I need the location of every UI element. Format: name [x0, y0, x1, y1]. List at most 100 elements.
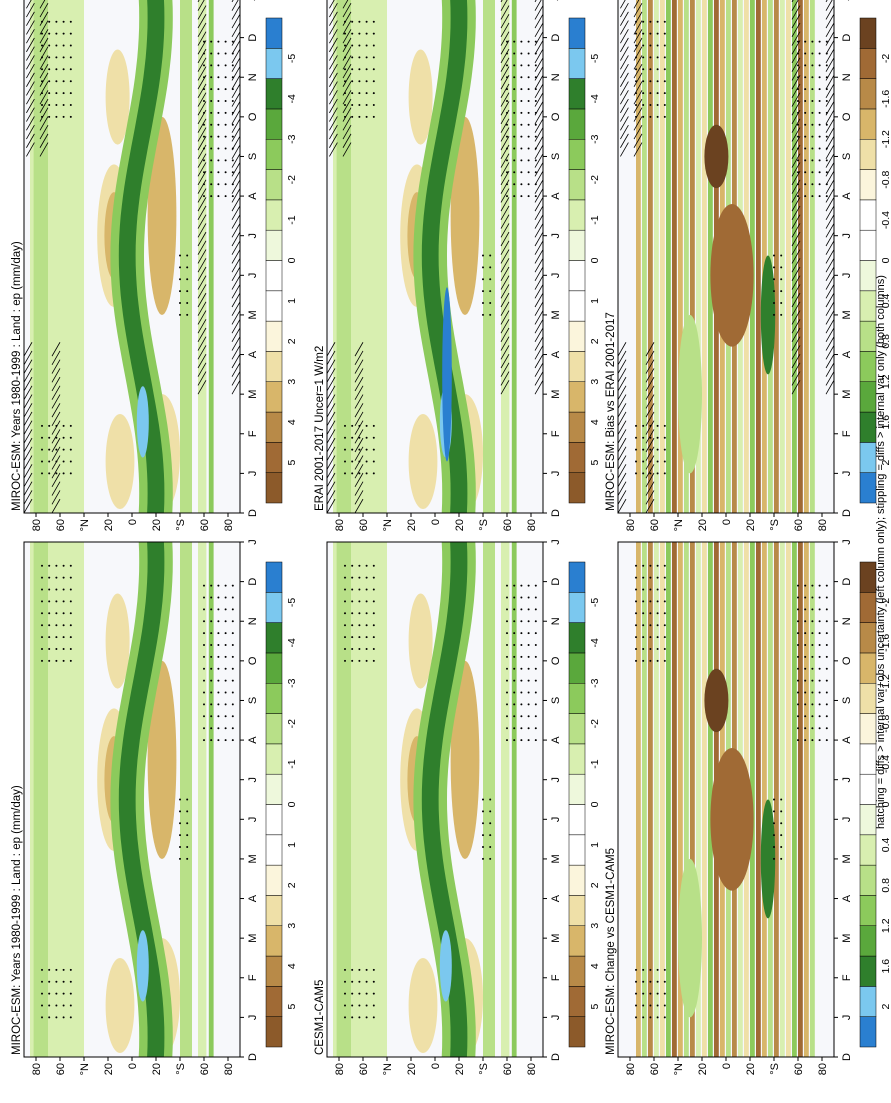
- lat-label: 60: [55, 1063, 67, 1075]
- stipple-dot: [203, 679, 205, 682]
- month-label: J: [841, 233, 853, 239]
- stipple-dot: [825, 147, 828, 150]
- stipple-dot: [527, 620, 530, 623]
- hatch-mark: [825, 127, 834, 142]
- hatch-mark: [645, 376, 655, 392]
- colorbar-swatch: [568, 1016, 586, 1048]
- stipple-dot: [513, 644, 516, 646]
- hatch-mark: [645, 481, 655, 496]
- hatch-mark: [825, 249, 834, 264]
- stipple-dot: [520, 64, 523, 67]
- stipple-dot: [642, 992, 645, 995]
- stipple-dot: [797, 52, 799, 55]
- hatch-mark: [534, 275, 543, 290]
- stipple-dot: [186, 846, 189, 849]
- hatch-mark: [645, 411, 655, 427]
- hatch-mark: [825, 5, 834, 20]
- stipple-dot: [365, 564, 368, 567]
- dry-blob: [408, 413, 438, 510]
- stipple-dot: [48, 80, 51, 83]
- stipple-dot: [482, 278, 484, 281]
- hatch-mark: [534, 345, 543, 360]
- hatch-mark: [39, 63, 49, 79]
- stipple-dot: [804, 715, 807, 718]
- lat-label: °N: [382, 1063, 394, 1075]
- hatch-mark: [534, 336, 543, 351]
- stipple-dot: [231, 632, 234, 635]
- month-label: A: [841, 736, 853, 744]
- stipple-dot: [513, 620, 516, 623]
- stipple-dot: [527, 644, 530, 646]
- stipple-dot: [520, 632, 523, 635]
- hatch-mark: [354, 403, 364, 418]
- stipple-dot: [534, 135, 537, 138]
- stipple-dot: [186, 254, 189, 257]
- stipple-dot: [372, 472, 375, 475]
- stipple-dot: [825, 40, 828, 43]
- colorbar-swatch: [265, 139, 283, 170]
- stipple-dot: [358, 92, 361, 95]
- month-label: D: [841, 1053, 853, 1061]
- hatch-mark: [825, 327, 834, 343]
- month-label: O: [550, 656, 562, 665]
- stipple-dot: [663, 472, 666, 475]
- hatch-mark: [825, 258, 834, 273]
- stipple-dot: [534, 171, 537, 174]
- hatch-mark: [197, 153, 207, 168]
- month-label: D: [841, 34, 853, 42]
- colorbar-tick-label: -2: [589, 719, 601, 728]
- stipple-dot: [818, 691, 821, 694]
- stipple-dot: [642, 424, 645, 427]
- hatch-mark: [620, 46, 629, 61]
- lat-label: 80: [223, 519, 235, 531]
- stipple-dot: [489, 846, 492, 849]
- hatch-mark: [26, 2, 35, 18]
- hatch-mark: [633, 63, 643, 79]
- hatch-mark: [618, 411, 627, 427]
- colorbar-swatch: [859, 864, 877, 896]
- hatch-mark: [791, 127, 801, 142]
- hatch-mark: [354, 429, 364, 444]
- hatch-mark: [231, 380, 240, 395]
- stipple-dot: [635, 588, 637, 591]
- colorbar-tick-label: 0: [589, 257, 601, 263]
- lat-label: 20: [745, 519, 757, 531]
- diff-band: [636, 542, 641, 1057]
- stipple-dot: [62, 20, 65, 23]
- hatch-mark: [791, 31, 801, 46]
- stipple-dot: [358, 20, 361, 23]
- stipple-dot: [649, 624, 652, 627]
- stipple-dot: [344, 588, 346, 591]
- stipple-dot: [203, 100, 205, 102]
- stipple-dot: [69, 980, 72, 983]
- hatch-mark: [197, 310, 207, 325]
- hatch-mark: [645, 446, 655, 461]
- stipple-dot: [69, 472, 72, 475]
- hatch-mark: [825, 179, 834, 194]
- hatch-mark: [534, 284, 543, 299]
- stipple-dot: [534, 608, 537, 611]
- stipple-dot: [489, 834, 492, 837]
- stipple-dot: [231, 171, 234, 174]
- lat-label: 80: [625, 1063, 637, 1075]
- hatch-mark: [791, 258, 801, 273]
- hatch-mark: [24, 385, 33, 400]
- stipple-dot: [513, 135, 516, 138]
- hatch-mark: [791, 170, 801, 186]
- hatch-mark: [618, 368, 627, 383]
- hatch-mark: [231, 40, 240, 55]
- stipple-dot: [797, 727, 799, 730]
- colorbar-swatch: [859, 592, 877, 623]
- stipple-dot: [351, 472, 354, 475]
- stipple-dot: [489, 302, 492, 305]
- hatch-mark: [500, 371, 510, 386]
- stipple-dot: [55, 588, 58, 591]
- stipple-dot: [48, 612, 51, 615]
- hatch-mark: [500, 179, 510, 194]
- stipple-dot: [62, 624, 65, 627]
- stipple-dot: [811, 715, 814, 718]
- colorbar-swatch: [859, 290, 877, 322]
- hatch-mark: [500, 205, 510, 221]
- colorbar-swatch: [568, 864, 586, 896]
- hatch-mark: [197, 231, 207, 247]
